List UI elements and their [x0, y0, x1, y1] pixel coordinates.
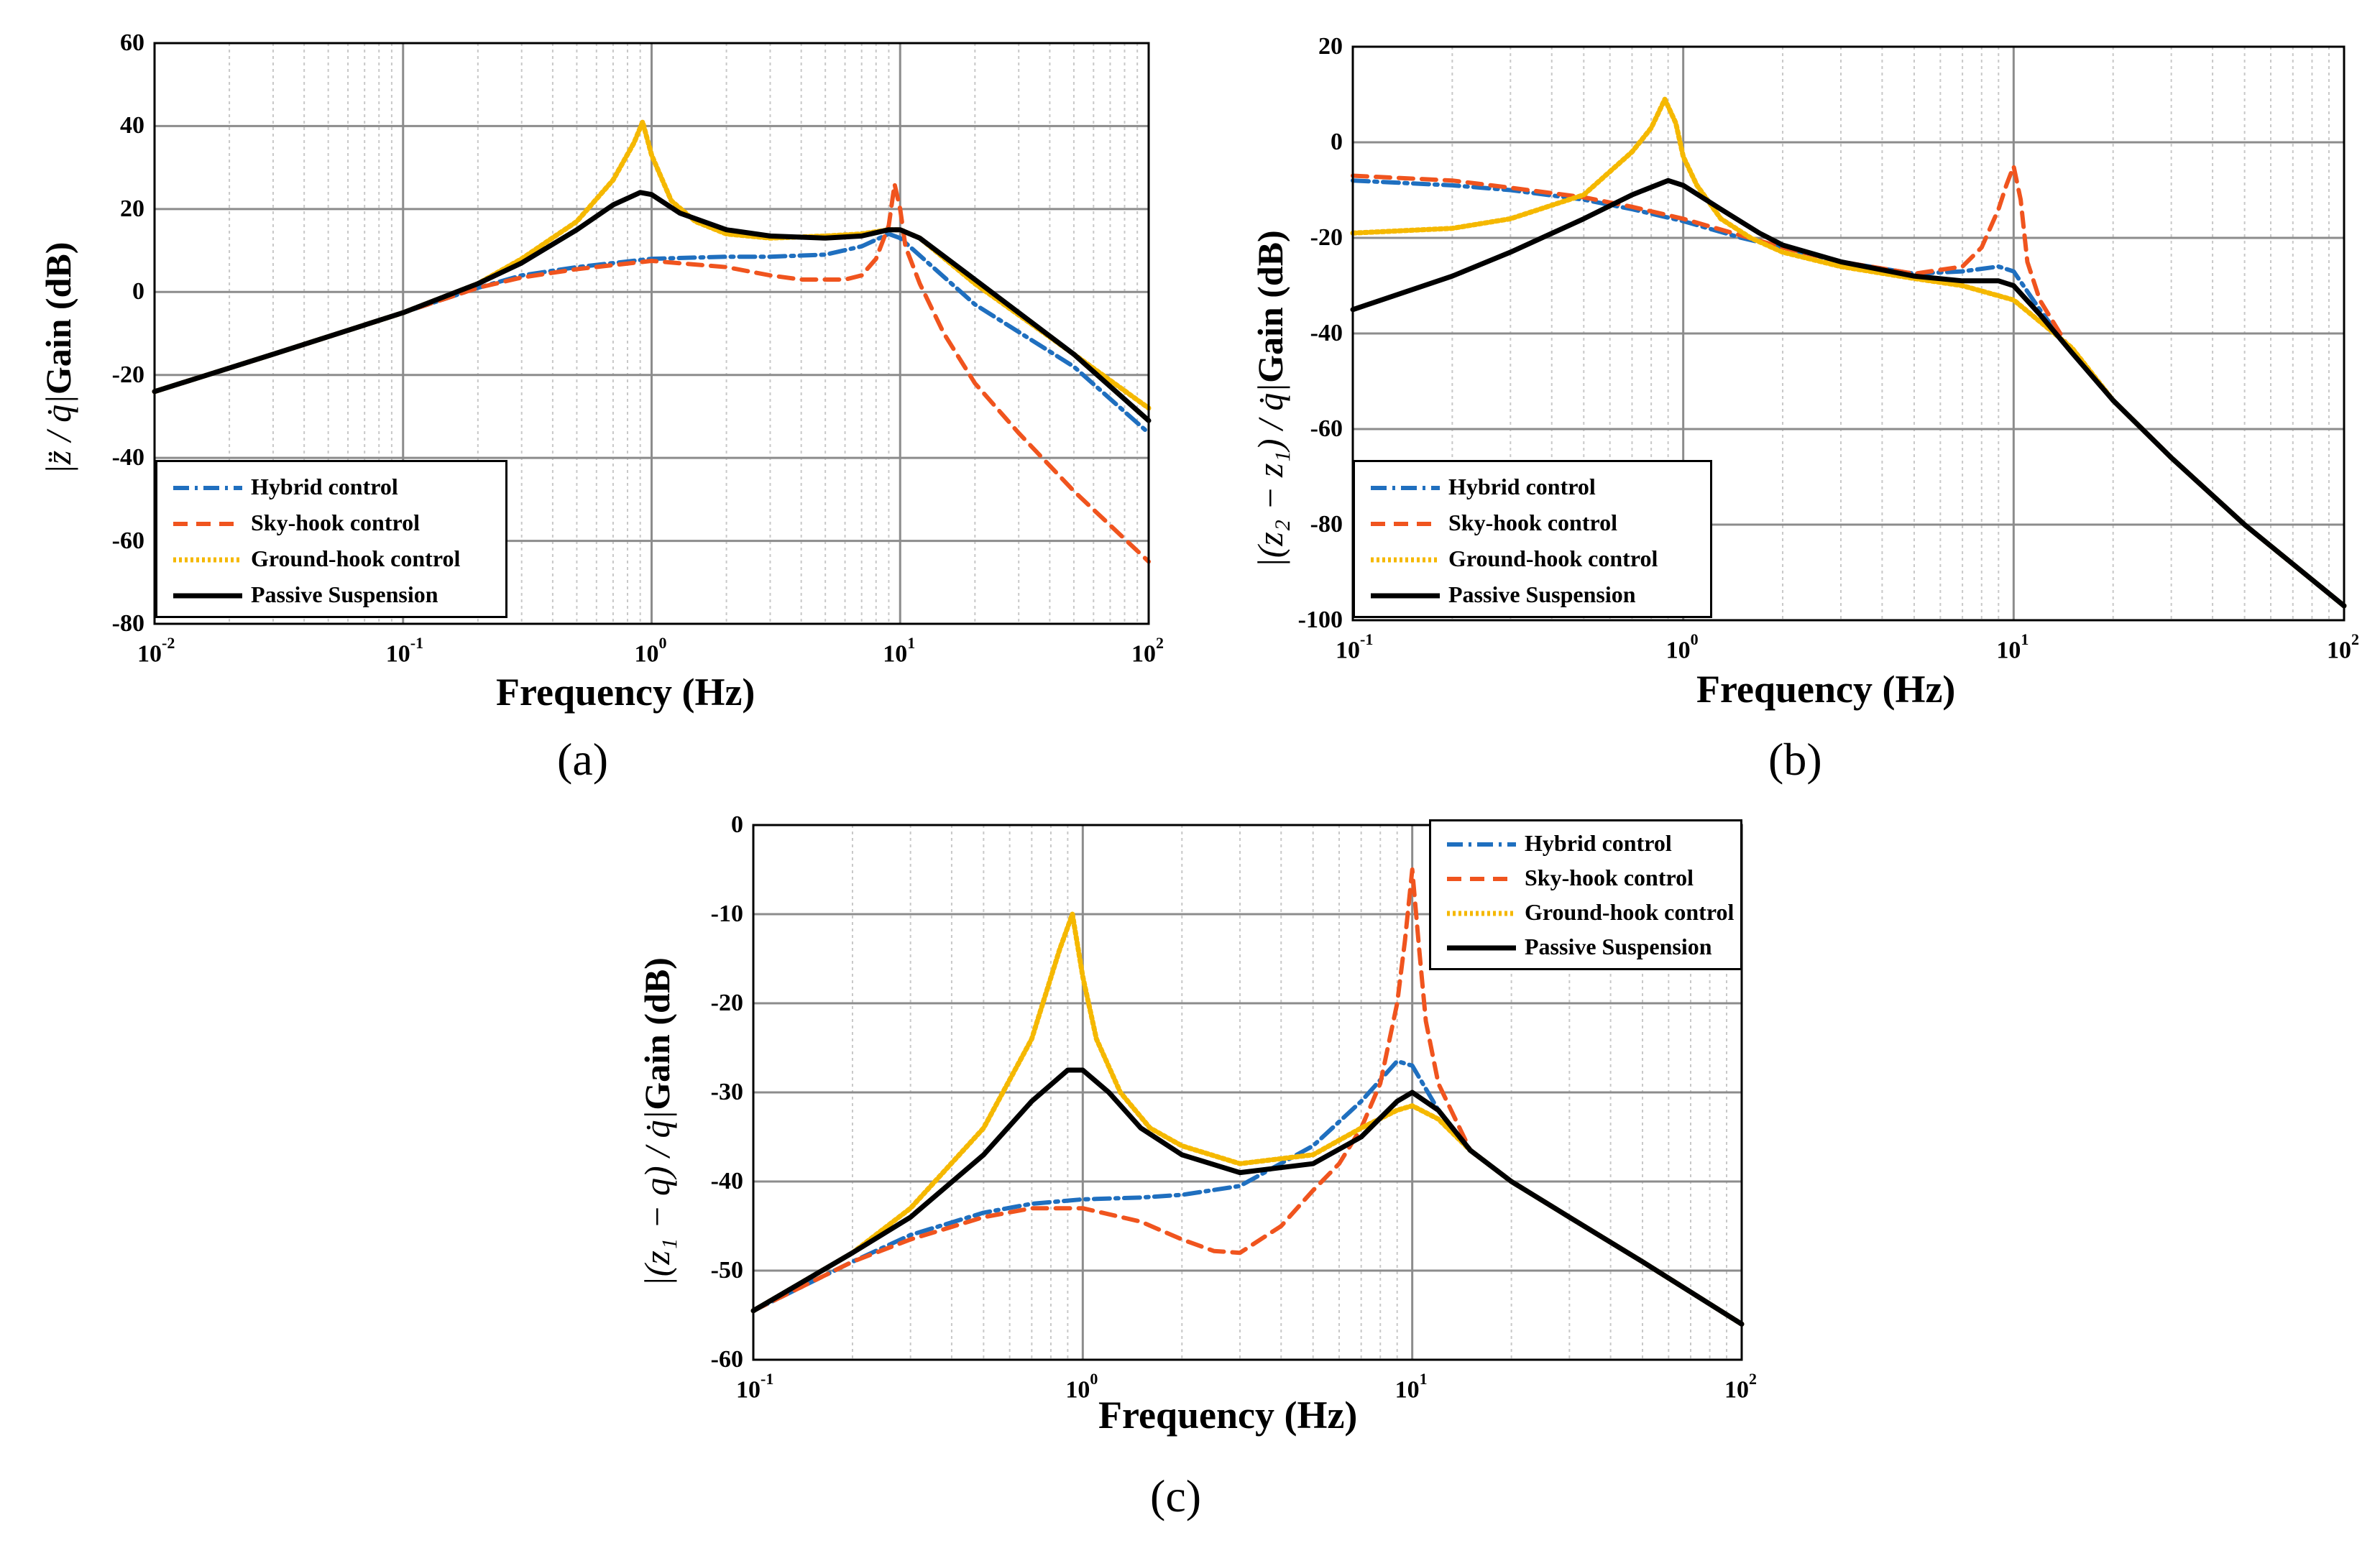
y-tick-label: 20 — [1318, 33, 1343, 60]
y-tick-label: -60 — [111, 527, 144, 554]
y-tick-label: -60 — [710, 1346, 743, 1373]
chart-c-legend-label: Ground-hook control — [1525, 899, 1735, 925]
axes-frame — [752, 824, 1743, 1361]
x-tick-label: 10-1 — [1336, 630, 1374, 664]
chart-b-legend-label: Passive Suspension — [1448, 581, 1636, 607]
y-tick-label: -100 — [1297, 607, 1343, 633]
chart-b-legend-label: Sky-hook control — [1448, 510, 1618, 535]
y-tick-label: 0 — [132, 278, 144, 305]
y-tick-label: -50 — [710, 1257, 743, 1284]
chart-panel-a: 60 40 20 0 -20 -40 -60 -80 10-2 10-1 100 101 102 |z̈… — [0, 0, 1186, 791]
chart-c-legend-label: Sky-hook control — [1525, 865, 1694, 890]
chart-c-legend-label: Passive Suspension — [1525, 934, 1712, 959]
y-tick-label: -20 — [1310, 224, 1343, 251]
chart-c-ylabel: |(z₁ − q) / q̇|Gain (dB) — [636, 957, 678, 1286]
chart-panel-b: 20 0 -20 -40 -60 -80 -100 10-1 100 101 102 |(z₂ − … — [1222, 0, 2380, 791]
y-tick-label: -40 — [1310, 320, 1343, 346]
chart-b-plot — [1350, 45, 2347, 622]
chart-a-ylabel-text: Gain (dB) — [38, 241, 78, 395]
y-tick-label: -30 — [710, 1079, 743, 1105]
x-tick-label: 102 — [2327, 630, 2359, 664]
chart-c-legend-label: Hybrid control — [1525, 830, 1672, 856]
chart-a-legend-label: Ground-hook control — [251, 545, 461, 571]
chart-b-caption: (b) — [1768, 734, 1822, 785]
chart-a-ylabel-math: |z̈ / q̇| — [38, 395, 78, 474]
x-tick-label: 101 — [1395, 1370, 1428, 1404]
y-tick-label: -20 — [111, 361, 144, 388]
chart-c-caption: (c) — [1150, 1470, 1202, 1521]
series-line-hybrid — [1351, 178, 2346, 608]
chart-c-plot — [750, 824, 1745, 1361]
chart-panel-c: 0 -10 -20 -30 -40 -50 -60 10-1 100 101 102 |(z₁ − … — [611, 791, 1797, 1543]
series-line-skyhook — [152, 182, 1151, 564]
chart-b-ylabel: |(z₂ − z₁) / q̇|Gain (dB) — [1249, 230, 1291, 568]
x-tick-label: 100 — [1065, 1370, 1098, 1404]
chart-b-xlabel: Frequency (Hz) — [1696, 668, 1956, 711]
series-line-passive — [152, 190, 1152, 423]
chart-b-legend-label: Hybrid control — [1448, 474, 1596, 499]
y-tick-label: 60 — [120, 29, 144, 56]
x-tick-label: 102 — [1131, 634, 1164, 668]
chart-b-legend-label: Ground-hook control — [1448, 545, 1658, 571]
y-tick-label: -80 — [1310, 511, 1343, 538]
chart-a-legend: Hybrid control Sky-hook control Ground-h… — [155, 460, 507, 618]
y-tick-label: 0 — [731, 811, 743, 838]
chart-a-legend-label: Sky-hook control — [251, 510, 421, 535]
y-tick-label: -80 — [111, 610, 144, 637]
chart-c-ylabel-math: |(z₁ − q) / q̇| — [637, 1110, 677, 1286]
chart-c-legend: Hybrid control Sky-hook control Ground-h… — [1429, 819, 1742, 970]
series-line-passive — [750, 1067, 1745, 1327]
y-tick-label: -10 — [710, 901, 743, 927]
x-tick-label: 100 — [634, 634, 667, 668]
x-tick-label: 10-1 — [736, 1370, 774, 1404]
series-line-passive — [1350, 178, 2347, 609]
x-tick-label: 100 — [1665, 630, 1699, 664]
chart-c-xlabel: Frequency (Hz) — [1098, 1394, 1358, 1437]
chart-a-xlabel: Frequency (Hz) — [496, 671, 755, 714]
axes-frame — [153, 42, 1150, 625]
chart-b-legend: Hybrid control Sky-hook control Ground-h… — [1353, 460, 1712, 618]
chart-a-legend-label: Hybrid control — [251, 474, 398, 499]
chart-c-ylabel-text: Gain (dB) — [637, 957, 677, 1110]
x-tick-label: 101 — [883, 634, 916, 668]
series-line-hybrid — [751, 1059, 1744, 1327]
chart-b-ylabel-math: |(z₂ − z₁) / q̇| — [1250, 382, 1290, 568]
x-tick-label: 101 — [1996, 630, 2029, 664]
y-tick-label: 40 — [120, 112, 144, 139]
axes-frame — [1351, 45, 2345, 622]
x-tick-label: 10-1 — [385, 634, 424, 668]
y-tick-label: 20 — [120, 195, 144, 222]
chart-b-ylabel-text: Gain (dB) — [1250, 230, 1290, 383]
y-tick-label: -40 — [710, 1168, 743, 1194]
y-tick-label: -60 — [1310, 415, 1343, 442]
chart-a-legend-label: Passive Suspension — [251, 581, 438, 607]
y-tick-label: 0 — [1331, 129, 1343, 155]
x-tick-label: 10-2 — [137, 634, 175, 668]
chart-a-caption: (a) — [557, 734, 609, 785]
y-tick-label: -40 — [111, 444, 144, 471]
chart-a-ylabel: |z̈ / q̇|Gain (dB) — [37, 242, 79, 474]
x-tick-label: 102 — [1724, 1370, 1757, 1404]
y-tick-label: -20 — [710, 990, 743, 1016]
series-line-groundhook — [750, 911, 1745, 1327]
